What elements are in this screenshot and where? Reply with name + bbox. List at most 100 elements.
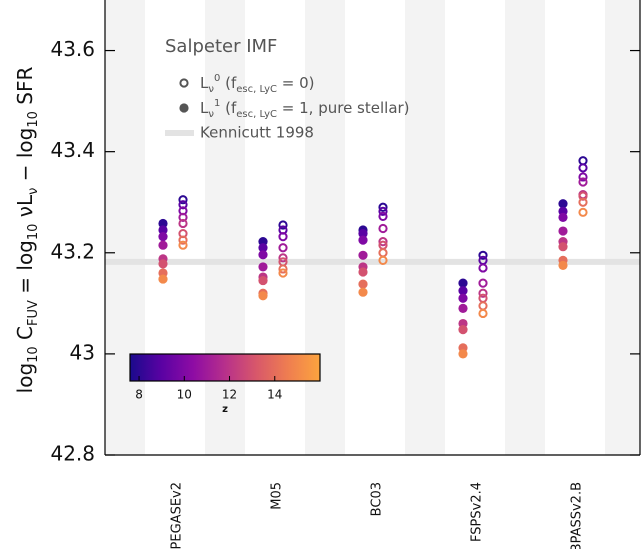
- open-point: [178, 200, 188, 210]
- legend-label: Kennicutt 1998: [200, 124, 314, 142]
- plot-layer: [105, 156, 640, 359]
- open-point: [278, 253, 288, 263]
- filled-point: [358, 287, 368, 297]
- background-stripes: [105, 0, 640, 455]
- open-point: [378, 211, 388, 221]
- open-point: [578, 191, 588, 201]
- label-part: νL: [13, 194, 37, 224]
- filled-point: [258, 291, 268, 301]
- filled-point: [458, 303, 468, 313]
- x-tick-label: BPASSv2.B: [570, 482, 585, 549]
- label-part: L: [200, 74, 209, 92]
- filled-point: [258, 250, 268, 260]
- filled-point: [158, 274, 168, 284]
- filled-point: [258, 275, 268, 286]
- label-part: = log: [13, 240, 37, 300]
- label-part: esc, LyC: [236, 84, 277, 95]
- label-part: 10: [26, 224, 41, 241]
- open-point: [478, 301, 488, 311]
- colorbar-tick-label: 8: [135, 388, 143, 402]
- colorbar-tick-label: 10: [177, 388, 192, 402]
- open-point: [478, 250, 488, 260]
- open-point: [578, 197, 588, 207]
- open-point: [378, 248, 388, 258]
- label-part: 0: [214, 73, 220, 84]
- colorbar-label: z: [222, 404, 228, 415]
- open-point: [278, 264, 288, 274]
- open-point: [478, 293, 488, 303]
- filled-point: [558, 212, 568, 222]
- y-tick-label: 43: [70, 340, 95, 364]
- filled-point: [358, 279, 368, 289]
- legend-marker: [179, 103, 189, 113]
- colorbar-tick-label: 14: [267, 388, 282, 402]
- open-point: [478, 263, 488, 273]
- colorbar-tick-label: 12: [222, 388, 237, 402]
- legend-marker: [179, 78, 189, 88]
- label-part: log: [13, 363, 37, 394]
- label-part: FUV: [26, 300, 41, 326]
- open-point: [478, 308, 488, 319]
- filled-point: [358, 228, 368, 239]
- label-part: ν: [208, 109, 214, 120]
- filled-point: [458, 286, 468, 296]
- open-point: [578, 163, 588, 173]
- label-part: C: [13, 326, 37, 346]
- open-point: [278, 268, 288, 278]
- open-point: [178, 240, 188, 250]
- colorbar: [129, 353, 321, 382]
- label-part: = 0): [277, 74, 315, 92]
- open-point: [378, 223, 388, 234]
- open-point: [378, 206, 388, 216]
- y-tick-label: 43.2: [50, 239, 95, 263]
- filled-point: [358, 250, 368, 260]
- open-point: [578, 207, 588, 217]
- label-part: ν: [26, 188, 41, 195]
- label-part: 1: [214, 98, 220, 109]
- filled-point: [358, 235, 368, 245]
- open-point: [178, 235, 188, 245]
- open-point: [378, 202, 388, 212]
- label-part: (f: [220, 74, 237, 92]
- open-point: [278, 243, 288, 253]
- legend-title: Salpeter IMF: [165, 36, 277, 57]
- filled-point: [558, 199, 568, 209]
- label-part: 10: [26, 111, 41, 128]
- x-tick-label: M05: [270, 482, 285, 510]
- filled-point: [458, 278, 468, 288]
- filled-point: [558, 226, 568, 236]
- filled-point: [458, 325, 468, 335]
- open-point: [578, 177, 588, 187]
- y-tick-label: 43.4: [50, 138, 95, 162]
- filled-point: [158, 240, 168, 250]
- label-part: esc, LyC: [236, 109, 277, 120]
- x-tick-label: BC03: [370, 482, 385, 516]
- filled-point: [258, 262, 268, 272]
- filled-point: [558, 242, 568, 252]
- open-point: [378, 255, 388, 265]
- open-point: [278, 232, 288, 242]
- y-axis-label: log10 CFUV = log10 νLν − log10 SFR: [13, 67, 42, 394]
- y-tick-label: 43.6: [50, 37, 95, 61]
- filled-point: [558, 260, 568, 271]
- label-part: − log: [13, 128, 37, 188]
- filled-point: [158, 225, 168, 235]
- filled-point: [258, 243, 268, 253]
- filled-point: [158, 259, 168, 269]
- label-part: SFR: [13, 67, 37, 112]
- filled-point: [358, 267, 368, 277]
- y-tick-label: 42.8: [50, 442, 95, 466]
- x-tick-label: PEGASEv2: [170, 482, 185, 549]
- filled-point: [158, 218, 168, 229]
- open-point: [178, 218, 188, 229]
- label-part: (f: [220, 99, 237, 117]
- label-part: ν: [208, 84, 214, 95]
- x-tick-label: FSPSv2.4: [470, 482, 485, 542]
- filled-point: [158, 232, 168, 242]
- open-point: [278, 220, 288, 230]
- legend-label: Lν1 (fesc, LyC = 1, pure stellar): [200, 98, 410, 120]
- open-point: [478, 278, 488, 288]
- filled-point: [458, 349, 468, 359]
- label-part: = 1, pure stellar): [277, 99, 410, 117]
